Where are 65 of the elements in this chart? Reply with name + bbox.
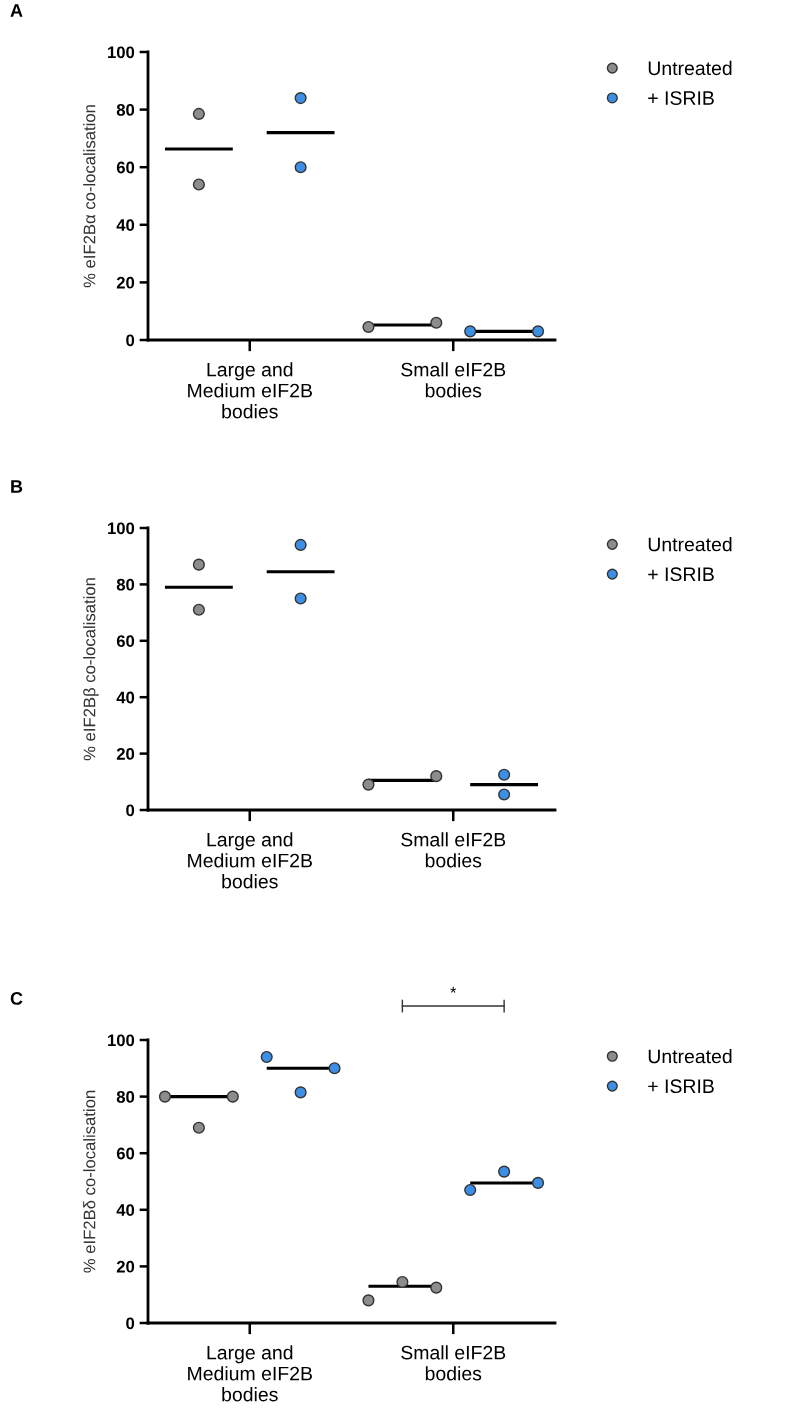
y-tick-label: 80 (116, 104, 135, 116)
text: Small eIF2B bodies (401, 1345, 506, 1381)
y-tick-label: 100 (108, 1034, 135, 1047)
point (192, 558, 205, 571)
y-tick-label: 0 (126, 334, 135, 347)
legend-label: + ISRIB (648, 567, 714, 582)
point (362, 320, 375, 334)
point (430, 316, 443, 329)
point (430, 1281, 443, 1294)
point (294, 161, 307, 174)
legend-label: Untreated (648, 1049, 732, 1064)
text: Large and Medium eIF2B bodies (188, 832, 312, 889)
legend-label: + ISRIB (648, 91, 714, 105)
y-tick-label: 80 (116, 578, 135, 591)
y-tick-label: 100 (108, 46, 135, 59)
legend-label: + ISRIB (648, 1079, 714, 1094)
point (192, 107, 205, 120)
point (498, 768, 511, 781)
y-tick-label: 60 (116, 635, 135, 647)
point (498, 788, 511, 801)
y-tick-label: 20 (116, 748, 135, 760)
y-tick-label: 80 (116, 1091, 135, 1103)
point (464, 325, 477, 338)
point (226, 1090, 239, 1103)
y-tick-label: 40 (116, 691, 135, 704)
y-axis-title: % eIF2Bβ co-localisation (83, 578, 99, 761)
text: Small eIF2B bodies (401, 832, 506, 868)
point (294, 92, 307, 105)
y-tick-label: 0 (126, 804, 135, 817)
chart-title: A (10, 4, 23, 17)
point (192, 603, 205, 616)
point (192, 178, 205, 191)
point (294, 592, 307, 605)
point (362, 778, 375, 791)
text: Large and Medium eIF2B bodies (188, 1345, 312, 1402)
y-tick-label: 100 (108, 522, 135, 535)
y-tick-label: 20 (116, 276, 135, 289)
chart-title: B (11, 480, 23, 493)
point (430, 770, 443, 783)
point (464, 1183, 477, 1197)
legend-label: Untreated (648, 537, 732, 552)
chart-title: C (10, 992, 23, 1005)
y-tick-label: 40 (116, 1204, 135, 1216)
legend-label: Untreated (648, 60, 732, 76)
point (531, 1176, 545, 1189)
text: Small eIF2B bodies (401, 362, 506, 398)
point (192, 1121, 205, 1134)
point (498, 1165, 511, 1178)
y-tick-label: 60 (116, 1147, 135, 1160)
point (396, 1275, 409, 1289)
point (294, 538, 307, 551)
text: * (450, 986, 457, 993)
y-axis-title: % eIF2Bα co-localisation (83, 105, 96, 288)
y-tick-label: 60 (116, 161, 135, 174)
point (158, 1090, 172, 1103)
point (531, 325, 545, 338)
point (294, 1086, 307, 1099)
point (260, 1050, 273, 1064)
y-tick-label: 0 (126, 1317, 135, 1330)
y-tick-label: 40 (116, 219, 135, 231)
y-tick-label: 20 (116, 1260, 135, 1273)
point (328, 1062, 341, 1075)
point (362, 1294, 375, 1307)
y-axis-title: % eIF2Bδ co-localisation (83, 1090, 96, 1273)
text: Large and Medium eIF2B bodies (188, 362, 312, 419)
